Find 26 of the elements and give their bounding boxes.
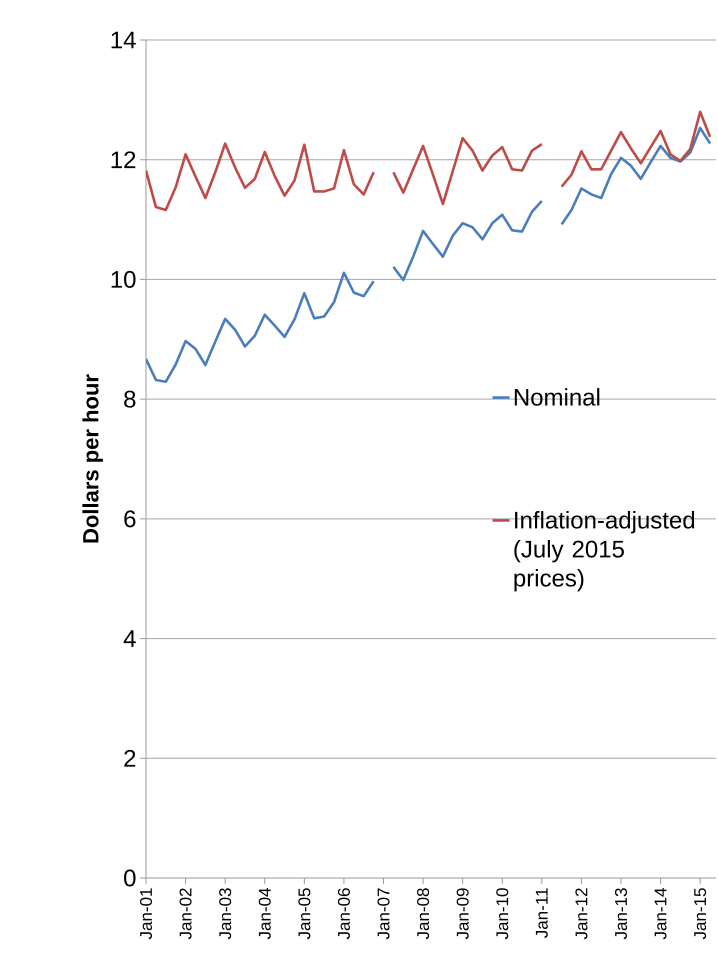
x-tick-label: Jan-12: [575, 888, 588, 940]
y-tick-label: 6: [124, 510, 136, 528]
y-tick-label: 10: [112, 270, 136, 288]
legend-label: Nominal: [514, 388, 600, 406]
x-tick-label: Jan-05: [298, 888, 310, 940]
x-tick-label: Jan-01: [140, 888, 152, 940]
y-tick-label: 0: [124, 870, 136, 886]
x-tick-label: Jan-07: [377, 888, 390, 940]
legend-label: Inflation-adjusted (July 2015 prices): [514, 510, 694, 592]
x-tick-label: Jan-10: [496, 888, 508, 940]
y-tick-label: 2: [124, 750, 136, 767]
x-tick-label: Jan-04: [258, 888, 271, 940]
y-tick-label: 4: [124, 630, 136, 647]
x-tick-label: Jan-13: [614, 888, 628, 940]
x-tick-label: Jan-14: [654, 888, 667, 940]
x-tick-label: Jan-15: [694, 888, 706, 940]
y-tick-label: 12: [112, 151, 136, 168]
x-tick-label: Jan-06: [338, 888, 350, 940]
x-tick-label: Jan-11: [536, 888, 548, 938]
y-tick-label: 8: [124, 390, 136, 408]
x-tick-label: Jan-08: [417, 888, 430, 940]
x-tick-label: Jan-09: [456, 888, 469, 940]
x-tick-label: Jan-02: [180, 888, 192, 940]
y-axis-title: Dollars per hour: [82, 374, 103, 542]
y-tick-label: 14: [112, 32, 136, 48]
x-tick-label: Jan-03: [219, 888, 232, 940]
